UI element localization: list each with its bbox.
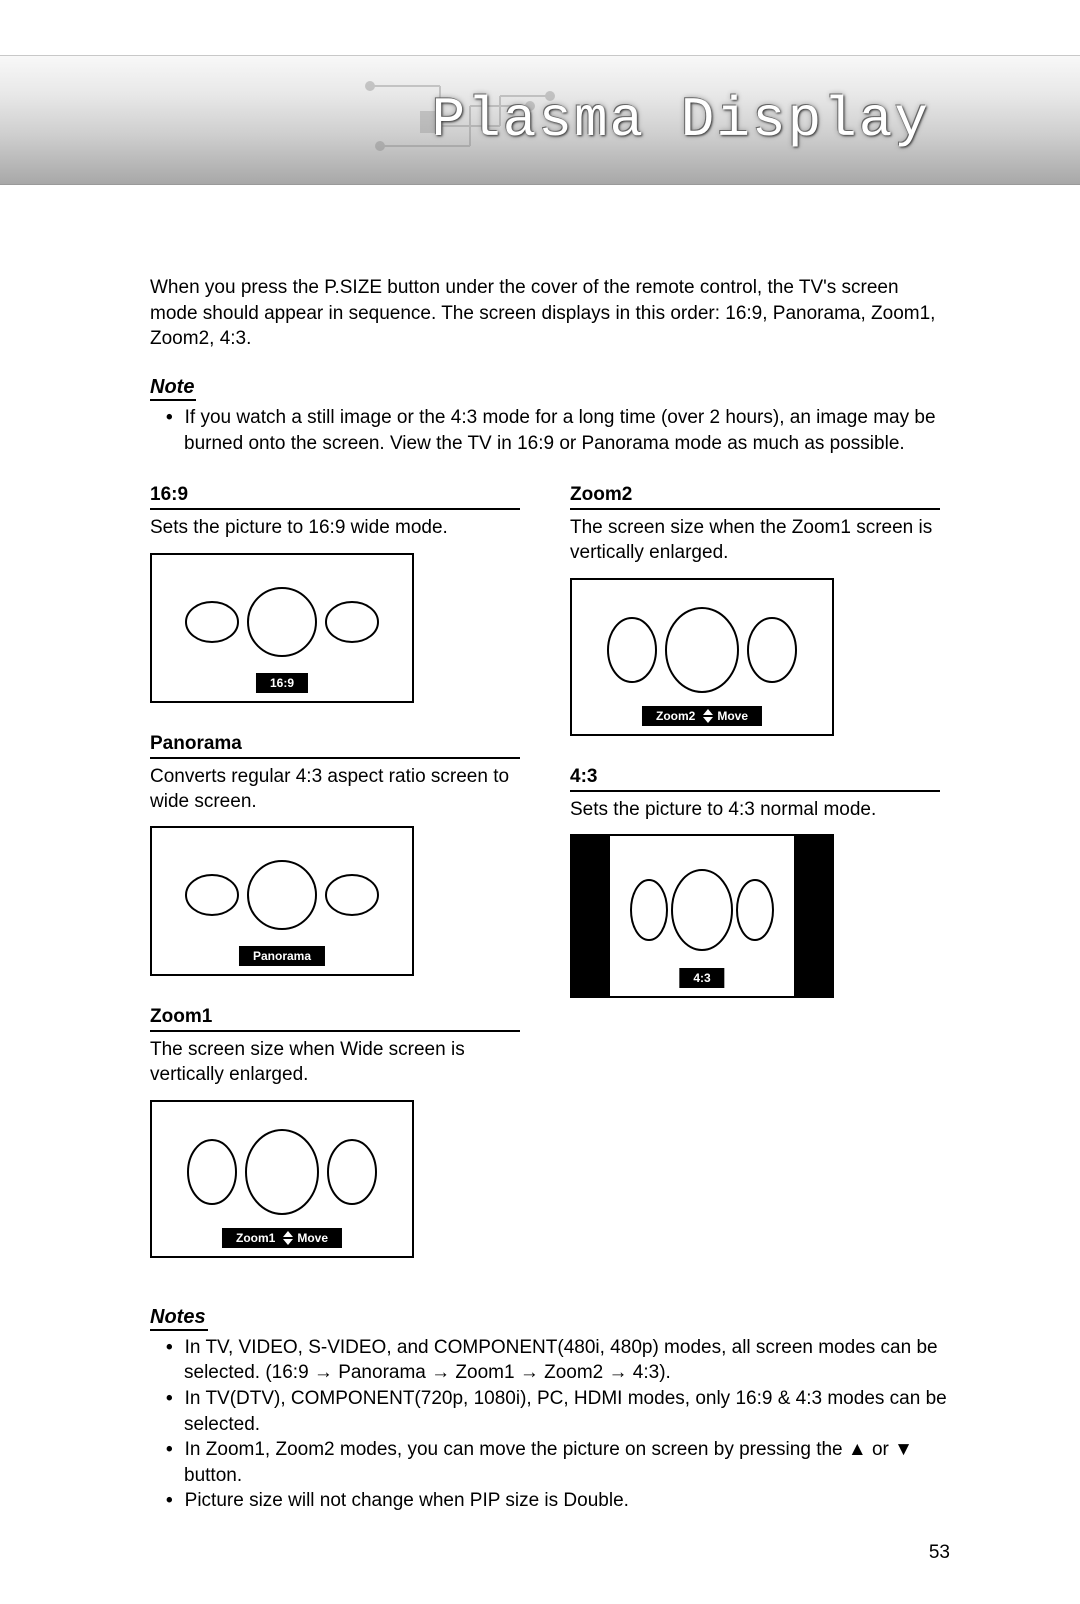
pillar-left	[572, 836, 610, 996]
mode-16-9: 16:9 Sets the picture to 16:9 wide mode.	[150, 484, 520, 703]
osd-badge: 16:9	[256, 673, 308, 693]
mode-panorama: Panorama Converts regular 4:3 aspect rat…	[150, 733, 520, 976]
tv-illustration-4-3: 4:3	[570, 834, 834, 998]
notes-item: In TV, VIDEO, S-VIDEO, and COMPONENT(480…	[150, 1335, 950, 1386]
osd-badge: Zoom2 Move	[642, 706, 762, 726]
osd-label: Zoom1	[236, 1231, 275, 1245]
osd-label: Panorama	[253, 949, 311, 963]
pillar-right	[794, 836, 832, 996]
mode-title: 4:3	[570, 766, 940, 792]
circles-icon	[592, 602, 812, 698]
osd-move: Move	[703, 709, 748, 723]
notes-list: In TV, VIDEO, S-VIDEO, and COMPONENT(480…	[150, 1335, 950, 1514]
notes-item: Picture size will not change when PIP si…	[150, 1488, 950, 1514]
mode-desc: Converts regular 4:3 aspect ratio screen…	[150, 765, 520, 814]
osd-label: 16:9	[270, 676, 294, 690]
mode-desc: Sets the picture to 16:9 wide mode.	[150, 516, 520, 541]
circles-icon	[172, 1124, 392, 1220]
page-content: When you press the P.SIZE button under t…	[0, 185, 1080, 1604]
intro-text: When you press the P.SIZE button under t…	[150, 275, 950, 352]
circles-icon	[617, 858, 787, 962]
up-down-icon	[283, 1231, 293, 1245]
mode-4-3: 4:3 Sets the picture to 4:3 normal mode.	[570, 766, 940, 999]
mode-zoom2: Zoom2 The screen size when the Zoom1 scr…	[570, 484, 940, 735]
circles-icon	[172, 587, 392, 657]
mode-title: 16:9	[150, 484, 520, 510]
note-heading: Note	[150, 376, 196, 401]
banner-title: Plasma Display	[432, 88, 930, 152]
tv-illustration-panorama: Panorama	[150, 826, 414, 976]
osd-move: Move	[283, 1231, 328, 1245]
notes-item: In TV(DTV), COMPONENT(720p, 1080i), PC, …	[150, 1386, 950, 1437]
tv-illustration-zoom2: Zoom2 Move	[570, 578, 834, 736]
mode-desc: Sets the picture to 4:3 normal mode.	[570, 798, 940, 823]
notes-heading: Notes	[150, 1306, 208, 1331]
left-column: 16:9 Sets the picture to 16:9 wide mode.	[150, 484, 520, 1287]
note-list: If you watch a still image or the 4:3 mo…	[150, 405, 950, 456]
osd-label: Zoom2	[656, 709, 695, 723]
note-item: If you watch a still image or the 4:3 mo…	[150, 405, 950, 456]
osd-badge: Panorama	[239, 946, 325, 966]
up-down-icon	[703, 709, 713, 723]
notes-item: In Zoom1, Zoom2 modes, you can move the …	[150, 1437, 950, 1488]
mode-zoom1: Zoom1 The screen size when Wide screen i…	[150, 1006, 520, 1257]
osd-move-label: Move	[717, 709, 748, 723]
mode-title: Zoom2	[570, 484, 940, 510]
right-column: Zoom2 The screen size when the Zoom1 scr…	[570, 484, 940, 1028]
mode-title: Zoom1	[150, 1006, 520, 1032]
tv-illustration-16-9: 16:9	[150, 553, 414, 703]
mode-title: Panorama	[150, 733, 520, 759]
osd-move-label: Move	[297, 1231, 328, 1245]
page-number: 53	[150, 1542, 950, 1564]
mode-desc: The screen size when the Zoom1 screen is…	[570, 516, 940, 565]
osd-label: 4:3	[693, 971, 710, 985]
mode-desc: The screen size when Wide screen is vert…	[150, 1038, 520, 1087]
osd-badge: Zoom1 Move	[222, 1228, 342, 1248]
header-banner: Plasma Display	[0, 55, 1080, 185]
circles-icon	[172, 860, 392, 930]
osd-badge: 4:3	[679, 968, 724, 988]
tv-illustration-zoom1: Zoom1 Move	[150, 1100, 414, 1258]
